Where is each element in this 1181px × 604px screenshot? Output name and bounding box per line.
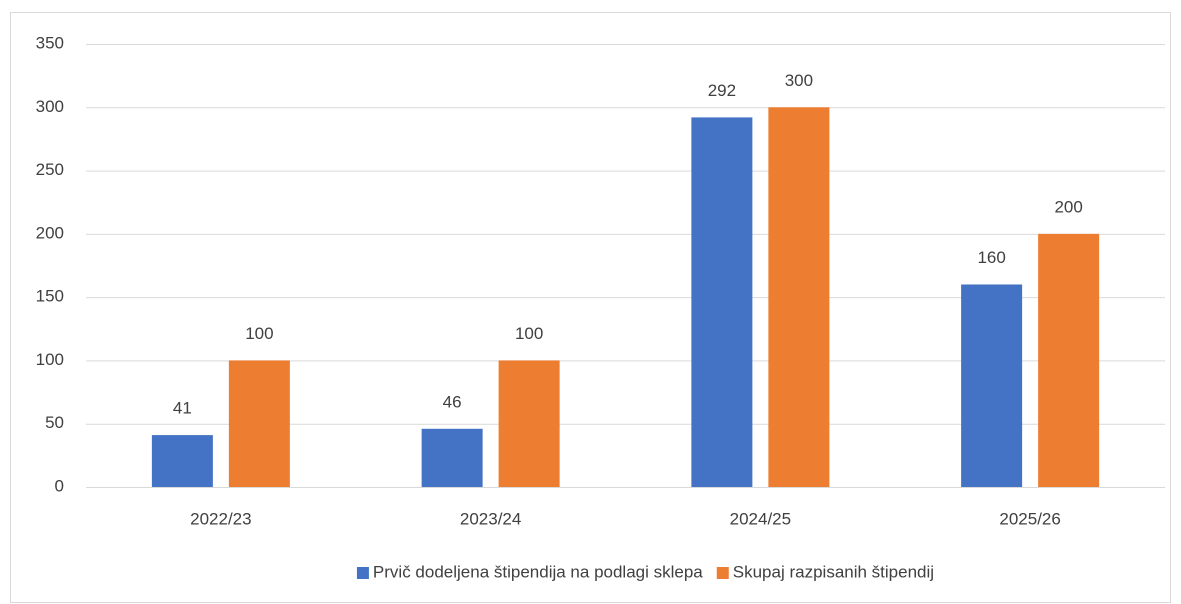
y-tick-label: 150 [36,287,64,306]
y-tick-label: 100 [36,350,64,369]
y-tick-label: 300 [36,97,64,116]
x-tick-label: 2025/26 [999,509,1060,528]
y-tick-label: 50 [45,413,64,432]
legend-swatch [716,567,729,579]
bar [961,284,1023,487]
bar [151,435,213,487]
legend-swatch [356,567,369,579]
data-label: 292 [708,81,736,100]
bar [228,360,290,487]
data-label: 160 [977,248,1005,267]
bar [421,428,483,487]
bar [1038,233,1100,487]
data-label: 41 [173,399,192,418]
bar [498,360,560,487]
y-tick-label: 350 [36,33,64,52]
y-tick-label: 0 [55,476,64,495]
data-label: 100 [515,324,543,343]
bar [768,107,830,488]
x-tick-label: 2022/23 [190,509,251,528]
y-tick-label: 200 [36,223,64,242]
x-tick-label: 2024/25 [730,509,791,528]
y-tick-label: 250 [36,160,64,179]
data-label: 300 [785,71,813,90]
data-label: 46 [443,392,462,411]
data-label: 200 [1054,197,1082,216]
legend-label: Prvič dodeljena štipendija na podlagi sk… [373,562,703,581]
bar [691,117,753,487]
legend-label: Skupaj razpisanih štipendij [733,562,934,581]
data-label: 100 [245,324,273,343]
x-tick-label: 2023/24 [460,509,521,528]
